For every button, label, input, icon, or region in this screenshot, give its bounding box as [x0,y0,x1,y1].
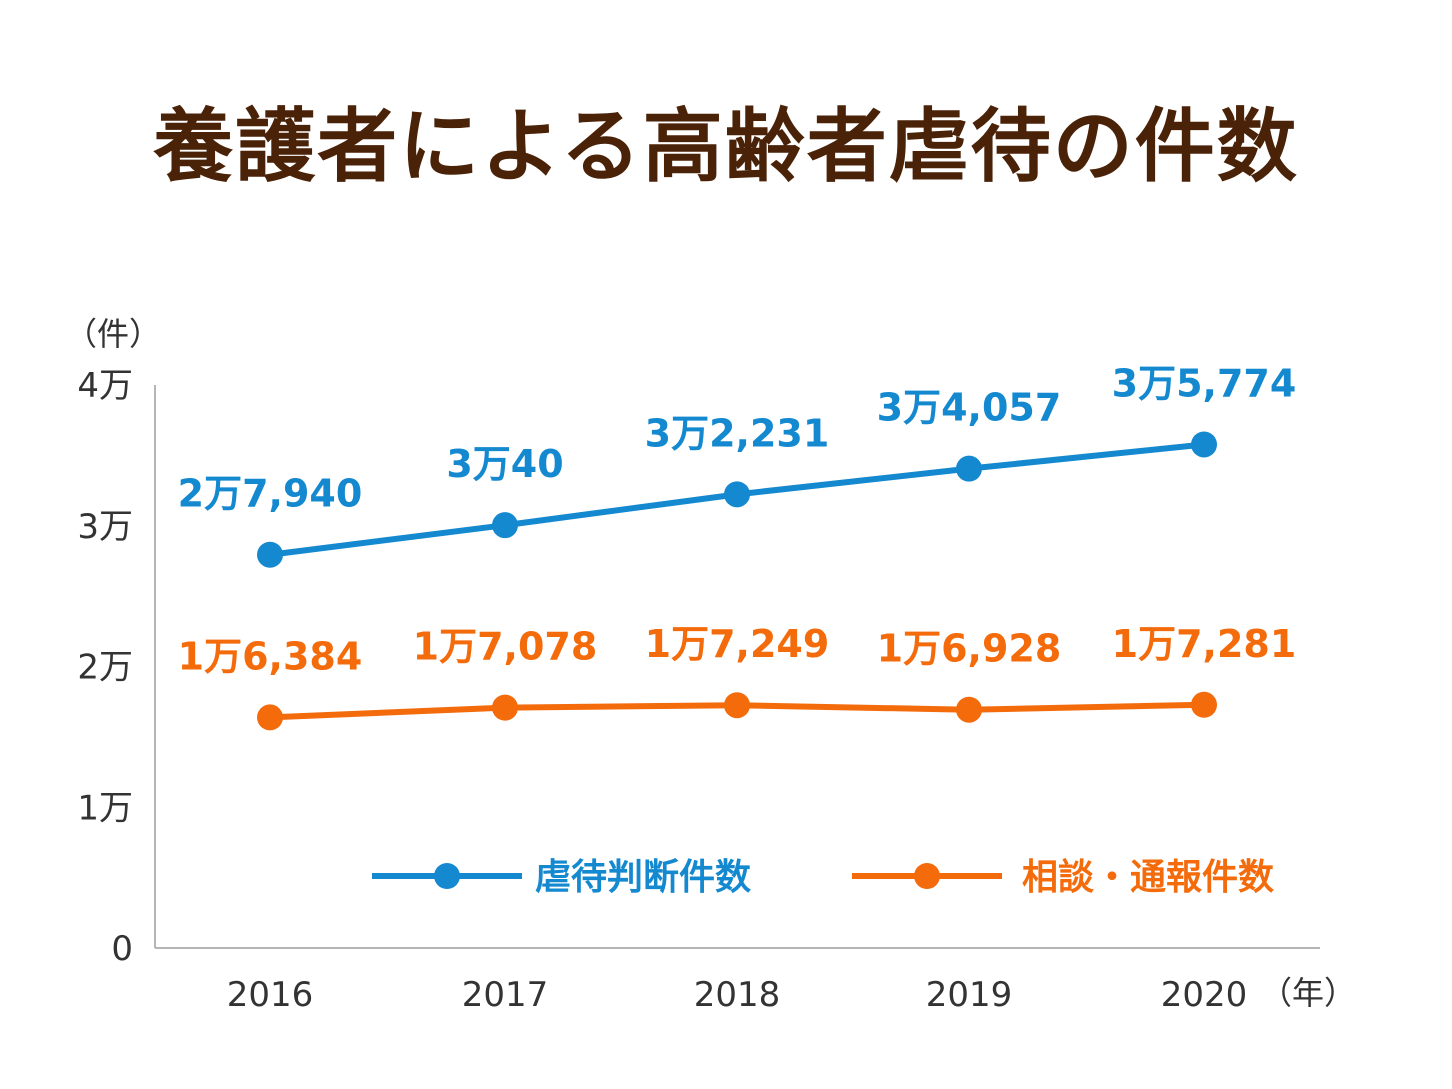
data-point [492,694,518,721]
data-label: 3万40 [446,442,563,486]
data-label: 2万7,940 [178,472,363,516]
data-point [956,696,982,723]
chart-title: 養護者による高齢者虐待の件数 [153,100,1299,193]
data-point [492,512,518,539]
legend-point-marker [914,863,940,889]
y-tick-label: 4万 [77,366,133,406]
data-point [1191,431,1217,458]
data-label: 1万7,281 [1112,622,1297,666]
data-label: 1万6,928 [877,627,1062,671]
x-tick-label: 2020 [1161,975,1248,1015]
y-axis-unit-label: （件） [65,315,161,353]
legend-item: 相談・通報件数 [852,857,1274,898]
x-axis-unit-label: （年） [1260,974,1356,1012]
series-abuse-judged: 2万7,940 3万40 3万2,231 3万4,057 3万5,774 [178,361,1297,568]
y-tick-label: 0 [111,929,133,969]
legend-point-marker [434,863,460,889]
data-label: 3万5,774 [1112,361,1297,405]
data-point [1191,691,1217,718]
legend-label: 虐待判断件数 [535,857,751,898]
data-point [724,692,750,719]
y-tick-label: 2万 [77,648,133,688]
legend-item: 虐待判断件数 [372,857,751,898]
data-point [724,481,750,508]
x-tick-label: 2019 [926,975,1013,1015]
data-point [956,455,982,482]
legend-label: 相談・通報件数 [1022,857,1274,898]
data-label: 1万6,384 [178,634,363,678]
x-tick-label: 2016 [227,975,314,1015]
series-consultation-reports: 1万6,384 1万7,078 1万7,249 1万6,928 1万7,281 [178,622,1297,731]
y-tick-label: 1万 [77,788,133,828]
y-tick-label: 3万 [77,507,133,547]
x-tick-label: 2018 [694,975,781,1015]
x-tick-label: 2017 [462,975,549,1015]
data-point [257,704,283,731]
data-label: 3万4,057 [877,386,1062,430]
data-label: 1万7,249 [645,622,830,666]
legend: 虐待判断件数 相談・通報件数 [372,857,1274,898]
data-point [257,541,283,568]
data-label: 1万7,078 [413,625,598,669]
data-label: 3万2,231 [645,411,830,455]
axes: （件） 0 1万 2万 3万 4万 2016 2017 2018 2019 2020 （年） [65,315,1356,1015]
